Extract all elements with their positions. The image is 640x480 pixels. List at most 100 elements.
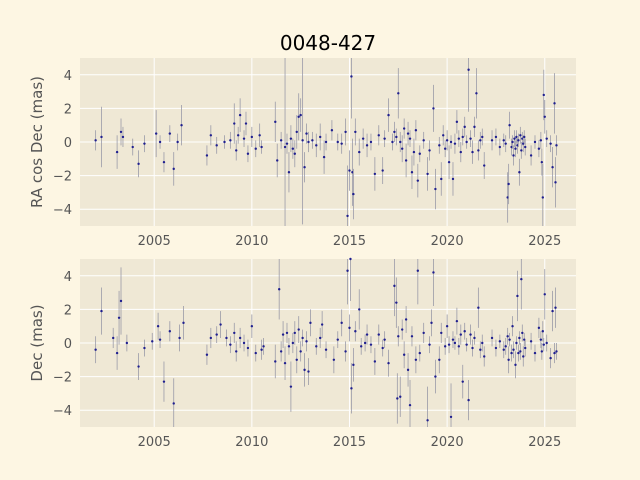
- data-point: [340, 142, 343, 145]
- data-point: [391, 140, 394, 144]
- top-y-tick-label: 4: [64, 69, 72, 84]
- data-point: [359, 345, 363, 348]
- data-point: [209, 134, 213, 137]
- data-point: [340, 321, 343, 325]
- data-point: [512, 154, 515, 157]
- data-point: [449, 415, 453, 419]
- data-point: [318, 336, 322, 340]
- data-point: [498, 340, 502, 343]
- data-point: [469, 333, 472, 336]
- data-point: [432, 107, 435, 110]
- bottom-panel: 4 2 0 −2 −4 2005 2010 2015 2020 2025 Dec…: [28, 257, 576, 450]
- data-point: [373, 172, 377, 176]
- data-point: [471, 346, 474, 350]
- data-point: [519, 350, 522, 353]
- data-point: [549, 142, 552, 145]
- data-point: [422, 331, 425, 335]
- data-point: [235, 350, 238, 353]
- data-point: [324, 348, 328, 351]
- data-point: [246, 152, 250, 155]
- data-point: [443, 147, 447, 150]
- data-point: [250, 325, 254, 328]
- data-point: [137, 365, 140, 368]
- data-point: [297, 115, 300, 119]
- data-point: [504, 142, 507, 145]
- data-point: [215, 144, 218, 147]
- data-point: [465, 343, 468, 346]
- data-point: [463, 330, 466, 333]
- data-point: [459, 333, 462, 336]
- top-panel-x-ticks: 2005 2010 2015 2020 2025: [138, 234, 562, 249]
- data-point: [289, 137, 293, 140]
- data-point: [305, 132, 308, 135]
- data-point: [172, 167, 175, 171]
- bottom-panel-data: [94, 257, 558, 427]
- data-point: [541, 330, 545, 333]
- data-point: [483, 164, 486, 167]
- data-point: [523, 135, 526, 139]
- data-point: [481, 341, 484, 345]
- data-point: [457, 345, 461, 348]
- data-point: [465, 140, 468, 144]
- data-point: [440, 177, 443, 181]
- data-point: [381, 346, 384, 350]
- data-point: [418, 152, 421, 155]
- data-point: [369, 140, 373, 144]
- data-point: [307, 140, 310, 144]
- data-point: [540, 350, 544, 353]
- data-point: [529, 340, 533, 343]
- data-point: [295, 358, 298, 361]
- bottom-panel-grid: [80, 259, 576, 427]
- data-point: [406, 368, 410, 372]
- data-point: [299, 113, 302, 117]
- data-point: [469, 137, 472, 140]
- data-point: [455, 319, 459, 323]
- data-point: [349, 257, 352, 261]
- data-point: [494, 346, 498, 350]
- data-point: [137, 162, 140, 166]
- data-point: [395, 135, 398, 139]
- data-point: [555, 350, 558, 353]
- data-point: [408, 137, 412, 140]
- data-point: [518, 336, 521, 340]
- data-point: [461, 135, 464, 139]
- data-point: [404, 318, 408, 321]
- data-point: [246, 346, 250, 350]
- data-point: [297, 328, 300, 331]
- data-point: [178, 336, 181, 340]
- data-point: [205, 353, 209, 356]
- data-point: [502, 348, 505, 351]
- data-point: [402, 353, 406, 356]
- data-point: [477, 306, 480, 309]
- data-point: [121, 135, 125, 139]
- data-point: [463, 125, 466, 129]
- bottom-panel-x-ticks: 2005 2010 2015 2020 2025: [138, 435, 562, 450]
- data-point: [354, 130, 357, 134]
- data-point: [416, 179, 420, 182]
- data-point: [151, 340, 154, 343]
- data-point: [119, 299, 123, 303]
- data-point: [383, 338, 386, 341]
- data-point: [281, 333, 285, 336]
- data-point: [94, 139, 97, 142]
- data-point: [543, 115, 546, 119]
- data-point: [498, 145, 502, 149]
- data-point: [542, 343, 545, 346]
- data-point: [541, 196, 545, 199]
- data-point: [233, 331, 236, 335]
- bottom-y-tick-label: 2: [64, 303, 72, 318]
- data-point: [229, 343, 232, 346]
- data-point: [369, 343, 373, 346]
- data-point: [483, 355, 486, 358]
- data-point: [111, 336, 115, 340]
- data-point: [293, 152, 297, 155]
- data-point: [318, 135, 322, 139]
- data-point: [276, 159, 279, 162]
- data-point: [510, 351, 513, 355]
- data-point: [274, 360, 277, 363]
- data-point: [235, 149, 238, 152]
- data-point: [414, 358, 418, 361]
- bottom-x-tick-label: 2020: [431, 435, 464, 450]
- data-point: [533, 351, 537, 355]
- bottom-y-axis-label: Dec (mas): [28, 304, 46, 381]
